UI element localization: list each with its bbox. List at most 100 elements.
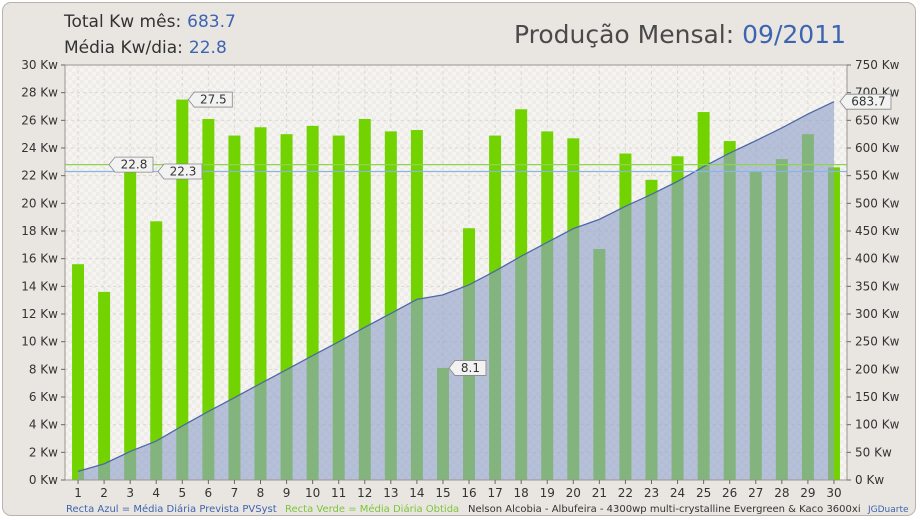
y-right-tick-label: 200 Kw bbox=[855, 362, 900, 376]
x-tick-label: 3 bbox=[126, 486, 134, 500]
plot-border bbox=[64, 64, 848, 481]
annotation-day-15: 8.1 bbox=[448, 360, 487, 376]
reference-label-green-box bbox=[108, 156, 154, 173]
y-right-tick-label: 550 Kw bbox=[855, 169, 900, 183]
annotation-day-30-box bbox=[839, 93, 892, 110]
footer-green-note: Recta Verde = Média Diária Obtida bbox=[285, 503, 459, 515]
reference-label-blue: 22.3 bbox=[157, 163, 203, 180]
x-tick-label: 19 bbox=[540, 486, 555, 500]
x-tick-label: 21 bbox=[592, 486, 607, 500]
y-left-tick-label: 10 Kw bbox=[21, 335, 58, 349]
x-tick-label: 9 bbox=[283, 486, 291, 500]
y-left-tick-label: 4 Kw bbox=[29, 418, 58, 432]
y-left-tick-label: 8 Kw bbox=[29, 362, 58, 376]
footer-credit: JGDuarte bbox=[867, 505, 909, 515]
reference-label-blue-box bbox=[157, 163, 203, 180]
y-left-tick-label: 12 Kw bbox=[21, 307, 58, 321]
y-left-tick-label: 20 Kw bbox=[21, 196, 58, 210]
x-tick-label: 1 bbox=[74, 486, 82, 500]
y-left-tick-label: 16 Kw bbox=[21, 252, 58, 266]
y-left-tick-label: 14 Kw bbox=[21, 279, 58, 293]
x-tick-label: 22 bbox=[618, 486, 633, 500]
x-tick-label: 10 bbox=[305, 486, 320, 500]
reference-label-blue-text: 22.3 bbox=[170, 165, 197, 179]
y-left-tick-label: 28 Kw bbox=[21, 86, 58, 100]
bar-day-7 bbox=[228, 135, 241, 481]
annotation-day-15-box bbox=[448, 360, 487, 376]
y-right-tick-label: 600 Kw bbox=[855, 141, 900, 155]
x-tick-label: 23 bbox=[644, 486, 659, 500]
x-tick-label: 11 bbox=[331, 486, 346, 500]
x-tick-label: 30 bbox=[826, 486, 841, 500]
y-right-tick-label: 350 Kw bbox=[855, 279, 900, 293]
y-right-tick-label: 100 Kw bbox=[855, 418, 900, 432]
y-left-tick-label: 30 Kw bbox=[21, 58, 58, 72]
y-left-tick-label: 26 Kw bbox=[21, 113, 58, 127]
y-right-tick-label: 750 Kw bbox=[855, 58, 900, 72]
annotation-day-5: 27.5 bbox=[187, 91, 233, 108]
x-tick-label: 13 bbox=[383, 486, 398, 500]
reference-label-green: 22.8 bbox=[108, 156, 154, 173]
x-tick-label: 27 bbox=[748, 486, 763, 500]
y-left-tick-label: 18 Kw bbox=[21, 224, 58, 238]
y-right-tick-label: 250 Kw bbox=[855, 335, 900, 349]
footer-blue-note: Recta Azul = Média Diária Prevista PVSys… bbox=[66, 503, 277, 515]
reference-label-green-text: 22.8 bbox=[121, 158, 148, 172]
y-left-tick-label: 6 Kw bbox=[29, 390, 58, 404]
y-right-tick-label: 400 Kw bbox=[855, 252, 900, 266]
annotation-day-5-text: 27.5 bbox=[200, 93, 227, 107]
y-right-tick-label: 450 Kw bbox=[855, 224, 900, 238]
y-right-tick-label: 50 Kw bbox=[855, 445, 892, 459]
bar-day-3 bbox=[124, 170, 137, 480]
y-left-tick-label: 24 Kw bbox=[21, 141, 58, 155]
daily-average-value: 22.8 bbox=[188, 38, 227, 58]
annotation-day-5-box bbox=[187, 91, 233, 108]
x-tick-label: 29 bbox=[800, 486, 815, 500]
y-left-tick-label: 22 Kw bbox=[21, 169, 58, 183]
monthly-total-value: 683.7 bbox=[187, 12, 236, 32]
x-tick-label: 18 bbox=[514, 486, 529, 500]
y-right-tick-label: 650 Kw bbox=[855, 113, 900, 127]
x-tick-label: 26 bbox=[722, 486, 737, 500]
y-right-tick-label: 150 Kw bbox=[855, 390, 900, 404]
bar-day-6 bbox=[202, 118, 215, 480]
bar-day-4 bbox=[150, 221, 163, 481]
monthly-total-label: Total Kw mês: bbox=[64, 12, 182, 32]
bar-day-2 bbox=[98, 291, 111, 480]
x-tick-label: 16 bbox=[461, 486, 476, 500]
cumulative-area-fill bbox=[78, 101, 834, 480]
y-right-tick-label: 0 Kw bbox=[855, 473, 884, 487]
y-left-tick-label: 0 Kw bbox=[29, 473, 58, 487]
y-right-tick-label: 500 Kw bbox=[855, 196, 900, 210]
bar-day-5 bbox=[176, 99, 189, 480]
daily-average: Média Kw/dia: 22.8 bbox=[64, 38, 227, 58]
x-tick-label: 7 bbox=[231, 486, 239, 500]
x-tick-label: 5 bbox=[178, 486, 186, 500]
x-tick-label: 4 bbox=[152, 486, 160, 500]
x-tick-label: 12 bbox=[357, 486, 372, 500]
x-tick-label: 20 bbox=[566, 486, 581, 500]
x-tick-label: 25 bbox=[696, 486, 711, 500]
x-tick-label: 15 bbox=[435, 486, 450, 500]
x-tick-label: 8 bbox=[257, 486, 265, 500]
monthly-total: Total Kw mês: 683.7 bbox=[64, 12, 236, 32]
annotation-day-30-text: 683.7 bbox=[851, 95, 885, 109]
chart-title-prefix: Produção Mensal: bbox=[513, 20, 735, 49]
x-tick-label: 28 bbox=[774, 486, 789, 500]
x-tick-label: 6 bbox=[205, 486, 213, 500]
y-left-tick-label: 2 Kw bbox=[29, 445, 58, 459]
chart-title: Produção Mensal: 09/2011 bbox=[514, 20, 846, 49]
annotation-day-30: 683.7 bbox=[839, 93, 892, 110]
y-right-tick-label: 300 Kw bbox=[855, 307, 900, 321]
chart-title-period: 09/2011 bbox=[742, 20, 846, 49]
annotations: 22.8 22.3 27.5 8.1 683.7 bbox=[108, 91, 892, 376]
x-tick-label: 24 bbox=[670, 486, 685, 500]
footer-system-note: Nelson Alcobia - Albufeira - 4300wp mult… bbox=[468, 504, 861, 515]
x-tick-label: 14 bbox=[409, 486, 424, 500]
daily-average-label: Média Kw/dia: bbox=[64, 38, 183, 58]
bar-day-1 bbox=[72, 264, 85, 480]
annotation-day-15-text: 8.1 bbox=[461, 361, 480, 375]
x-tick-label: 17 bbox=[487, 486, 502, 500]
